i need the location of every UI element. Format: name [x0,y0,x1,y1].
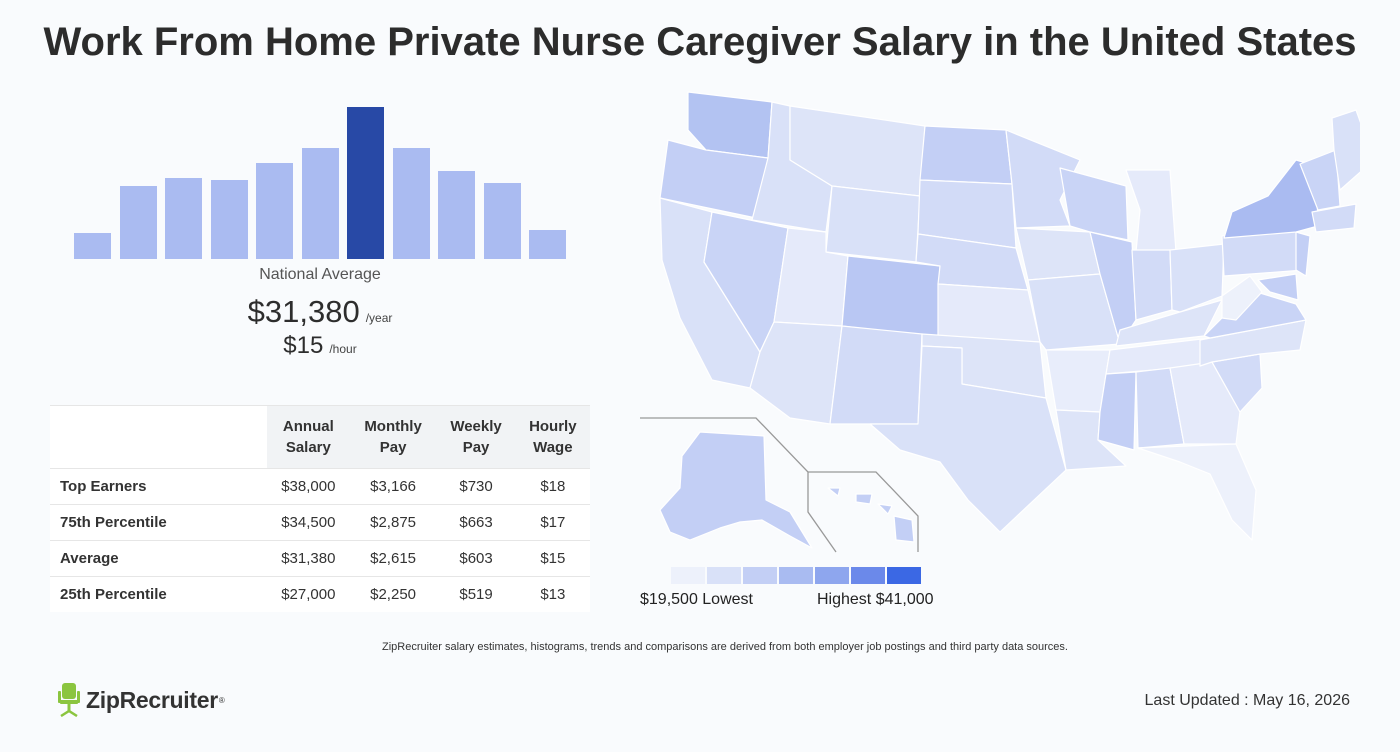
state-wyoming [825,185,921,263]
hourly-average: $15/hour [120,332,520,360]
state-hawaii-4 [893,515,915,543]
cell-annual: $34,500 [267,504,350,541]
table-header-weekly: Weekly Pay [436,405,516,469]
cell-weekly: $663 [436,504,516,541]
state-indiana [1131,249,1173,321]
state-michigan [1125,169,1177,253]
state-kentucky [1115,299,1223,347]
table-row: 25th Percentile $27,000 $2,250 $519 $13 [50,576,590,612]
state-maryland [1257,273,1299,301]
state-vermont-nh [1299,149,1341,211]
map-legend [671,567,921,584]
us-salary-map [640,91,1360,553]
legend-swatch [743,567,777,584]
legend-swatch [779,567,813,584]
cell-hourly: $17 [515,504,590,541]
table-row: Top Earners $38,000 $3,166 $730 $18 [50,468,590,505]
state-hawaii-1 [827,487,841,497]
state-iowa [1015,227,1101,281]
legend-swatch [815,567,849,584]
cell-hourly: $15 [515,540,590,577]
state-texas [869,345,1067,533]
state-wisconsin [1059,167,1129,241]
cell-annual: $38,000 [267,468,350,505]
histogram-bar [438,171,475,259]
cell-hourly: $18 [515,468,590,505]
histogram-bar [165,178,202,259]
table-header-blank [50,405,267,469]
state-louisiana [1055,409,1127,471]
state-hawaii-3 [877,503,893,515]
legend-swatch [707,567,741,584]
last-updated: Last Updated : May 16, 2026 [1144,692,1350,709]
hawaii-inset-border [808,471,919,552]
row-label: Average [50,540,267,577]
state-north-dakota [919,125,1013,185]
cell-hourly: $13 [515,576,590,612]
histogram-bar [347,107,384,259]
cell-weekly: $519 [436,576,516,612]
cell-monthly: $2,875 [349,504,437,541]
state-arkansas [1045,349,1111,413]
cell-weekly: $603 [436,540,516,577]
state-new-mexico [829,325,923,425]
histogram-bar [119,186,157,259]
histogram-bar [529,230,566,259]
legend-high-label: Highest $41,000 [817,591,934,608]
state-west-virginia [1221,275,1263,321]
salary-histogram [74,100,566,259]
state-hawaii-2 [855,493,873,505]
row-label: Top Earners [50,468,267,505]
national-average-label: National Average [259,266,381,283]
hourly-unit: /hour [329,342,357,356]
legend-low-label: $19,500 Lowest [640,591,753,608]
cell-annual: $31,380 [267,540,350,577]
state-missouri [1027,273,1121,351]
cell-weekly: $730 [436,468,516,505]
histogram-bar [392,148,430,259]
state-maine [1331,109,1360,191]
logo-text: ZipRecruiter [86,686,218,713]
row-label: 75th Percentile [50,504,267,541]
state-new-england-south [1311,203,1357,233]
cell-annual: $27,000 [267,576,350,612]
table-header-hourly: Hourly Wage [515,405,590,469]
histogram-bar [301,148,339,259]
histogram-bar [210,180,248,259]
cell-monthly: $2,250 [349,576,437,612]
disclaimer: ZipRecruiter salary estimates, histogram… [382,641,1068,653]
cell-monthly: $3,166 [349,468,437,505]
table-row: 75th Percentile $34,500 $2,875 $663 $17 [50,504,590,541]
state-kansas [937,283,1041,343]
cell-monthly: $2,615 [349,540,437,577]
salary-table: Annual Salary Monthly Pay Weekly Pay Hourly… [50,405,590,612]
table-header-monthly: Monthly Pay [349,405,437,469]
histogram-bar [256,163,293,259]
state-florida [1137,443,1257,541]
legend-swatch [671,567,705,584]
state-new-jersey [1295,231,1311,277]
logo-registered-mark: ® [218,695,225,705]
page-title: Work From Home Private Nurse Caregiver S… [43,20,1357,64]
state-alaska [659,431,813,549]
annual-average-value: $31,380 [247,294,360,329]
legend-swatch [851,567,885,584]
state-mississippi [1097,371,1137,451]
hourly-average-value: $15 [283,332,324,359]
ziprecruiter-logo[interactable]: ZipRecruiter ® [58,682,225,718]
state-colorado [841,255,941,339]
annual-unit: /year [365,311,393,325]
table-header-annual: Annual Salary [267,405,350,469]
table-header-row: Annual Salary Monthly Pay Weekly Pay Hourly… [50,405,590,469]
table-row: Average $31,380 $2,615 $603 $15 [50,540,590,577]
legend-swatch [887,567,921,584]
histogram-bar [483,183,521,259]
chair-icon [58,683,80,717]
annual-average: $31,380/year [120,294,520,330]
histogram-bar [74,233,111,259]
row-label: 25th Percentile [50,576,267,612]
state-ohio [1169,243,1225,313]
